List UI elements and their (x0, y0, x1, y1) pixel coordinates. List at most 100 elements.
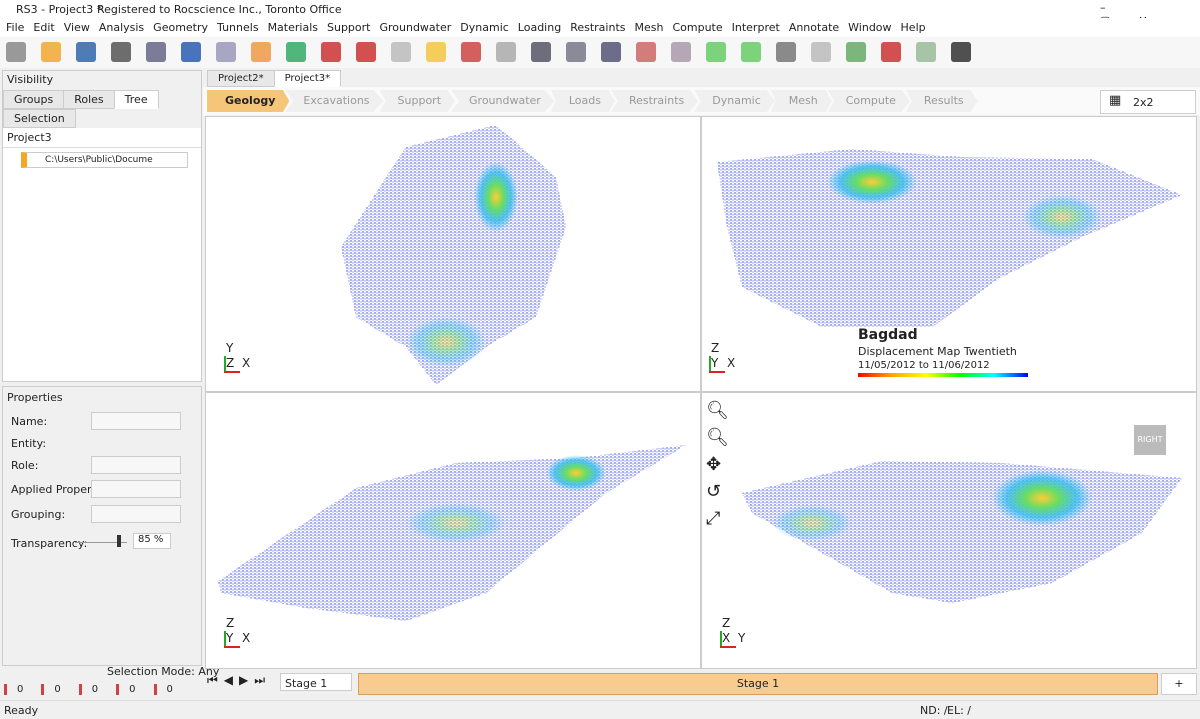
workflow-tab[interactable]: Restraints (610, 90, 699, 112)
toolbar-button[interactable] (881, 42, 901, 62)
menu-item[interactable]: View (63, 21, 90, 34)
panel-title: Visibility (3, 71, 201, 88)
tab[interactable]: Groups (3, 90, 65, 109)
view-cube[interactable]: RIGHT (1134, 425, 1166, 455)
axis-triad (224, 356, 226, 372)
tree-item[interactable]: C:\Users\Public\Docume (21, 152, 188, 168)
axis-label: Z (722, 616, 731, 630)
layout-dropdown[interactable]: 2x2 ▦ (1100, 90, 1196, 114)
tab[interactable]: Selection (3, 109, 76, 128)
toolbar-button[interactable] (531, 42, 551, 62)
axis-triad (224, 631, 226, 647)
toolbar-button[interactable] (776, 42, 796, 62)
field-input[interactable] (91, 456, 181, 474)
toolbar-button[interactable] (706, 42, 726, 62)
toolbar-button[interactable] (41, 42, 61, 62)
stage-tab[interactable]: Stage 1 (358, 673, 1158, 695)
toolbar-button[interactable] (286, 42, 306, 62)
project-node[interactable]: Project3 (3, 128, 201, 148)
window-title: RS3 - Project3 * (16, 3, 103, 16)
document-tab[interactable]: Project2* (207, 70, 275, 87)
viewport[interactable] (205, 116, 701, 392)
toolbar-button[interactable] (951, 42, 971, 62)
workflow-tab[interactable]: Compute (827, 90, 910, 112)
field-input[interactable] (91, 505, 181, 523)
selection-count: 0 (41, 684, 61, 695)
toolbar-button[interactable] (181, 42, 201, 62)
menu-item[interactable]: Help (900, 21, 926, 34)
menu-item[interactable]: Restraints (570, 21, 626, 34)
document-tab[interactable]: Project3* (273, 70, 342, 87)
axis-label: Y (738, 631, 746, 645)
view-tools[interactable]: 🔍︎ 🔍︎ ✥ ↺ ⤢ (706, 400, 729, 529)
toolbar-button[interactable] (76, 42, 96, 62)
toolbar-button[interactable] (251, 42, 271, 62)
toolbar-button[interactable] (496, 42, 516, 62)
toolbar-button[interactable] (671, 42, 691, 62)
toolbar-button[interactable] (6, 42, 26, 62)
tab[interactable]: Tree (113, 90, 159, 109)
workflow-tab[interactable]: Loads (550, 90, 615, 112)
viewport[interactable] (205, 392, 701, 669)
menu-item[interactable]: Support (326, 21, 371, 34)
menu-item[interactable]: Tunnels (217, 21, 259, 34)
toolbar-button[interactable] (811, 42, 831, 62)
menu-item[interactable]: Compute (672, 21, 723, 34)
menu-item[interactable]: Loading (517, 21, 562, 34)
menu-item[interactable]: Mesh (634, 21, 664, 34)
axis-label: Y (226, 631, 234, 645)
menu-item[interactable]: File (6, 21, 25, 34)
status: Ready (4, 704, 39, 717)
field-input[interactable] (91, 480, 181, 498)
workflow-tabs: Geology Excavations Support Groundwater Load… (207, 90, 978, 112)
workflow-tab[interactable]: Results (905, 90, 978, 112)
menu-item[interactable]: Materials (267, 21, 318, 34)
stage-nav[interactable]: ⏮◀▶⏭ (207, 673, 272, 687)
slider[interactable] (75, 542, 127, 543)
viewport[interactable]: Bagdad Displacement Map Twentieth 11/05/… (701, 116, 1197, 392)
tab[interactable]: Roles (63, 90, 115, 109)
menu-item[interactable]: Edit (33, 21, 55, 34)
toolbar-button[interactable] (741, 42, 761, 62)
menu-item[interactable]: Dynamic (460, 21, 509, 34)
selection-count: 0 (153, 684, 173, 695)
menu-item[interactable]: Annotate (788, 21, 840, 34)
axis-label: Y (226, 341, 234, 355)
toolbar-button[interactable] (111, 42, 131, 62)
workflow-tab[interactable]: Excavations (285, 90, 384, 112)
toolbar-button[interactable] (461, 42, 481, 62)
menu-item[interactable]: Window (848, 21, 892, 34)
slider-thumb[interactable] (117, 535, 121, 547)
field-input[interactable] (91, 412, 181, 430)
toolbar-button[interactable] (636, 42, 656, 62)
stage-dropdown[interactable]: Stage 1 (280, 673, 352, 691)
document-tabs: Project2* Project3* (207, 70, 342, 87)
add-stage[interactable]: + (1161, 673, 1197, 695)
transparency-input[interactable]: 85 % (133, 533, 171, 549)
toolbar-button[interactable] (391, 42, 411, 62)
toolbar-button[interactable] (216, 42, 236, 62)
toolbar-button[interactable] (146, 42, 166, 62)
workflow-tab[interactable]: Dynamic (694, 90, 775, 112)
workflow-tab[interactable]: Support (379, 90, 456, 112)
viewport[interactable]: 🔍︎ 🔍︎ ✥ ↺ ⤢ RIGHT (701, 392, 1197, 669)
layout-icon: ▦ (1109, 93, 1122, 108)
axis-label: X (722, 631, 731, 645)
toolbar-button[interactable] (566, 42, 586, 62)
field-label: Applied Property: (11, 483, 106, 496)
toolbar-button[interactable] (321, 42, 341, 62)
menu-item[interactable]: Groundwater (379, 21, 452, 34)
toolbar-button[interactable] (356, 42, 376, 62)
toolbar-button[interactable] (426, 42, 446, 62)
workflow-tab[interactable]: Mesh (770, 90, 832, 112)
workflow-tab[interactable]: Geology (207, 90, 290, 112)
toolbar-button[interactable] (846, 42, 866, 62)
point-cloud (218, 445, 686, 621)
point-cloud (742, 461, 1182, 603)
toolbar-button[interactable] (916, 42, 936, 62)
menu-item[interactable]: Analysis (98, 21, 145, 34)
toolbar-button[interactable] (601, 42, 621, 62)
menu-item[interactable]: Interpret (731, 21, 780, 34)
menu-item[interactable]: Geometry (153, 21, 209, 34)
workflow-tab[interactable]: Groundwater (451, 90, 555, 112)
